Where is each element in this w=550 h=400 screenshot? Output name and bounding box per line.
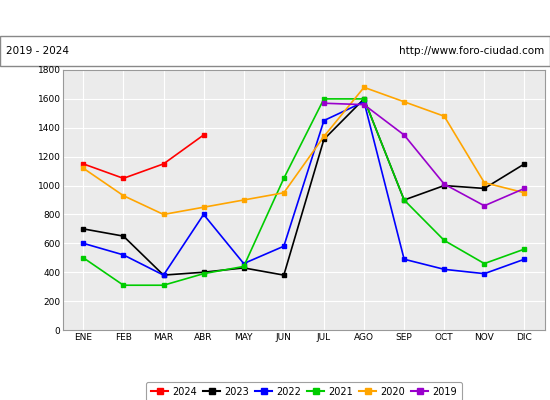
Text: http://www.foro-ciudad.com: http://www.foro-ciudad.com — [399, 46, 544, 56]
Text: Evolucion Nº Turistas Nacionales en el municipio de Pina de Montalgrao: Evolucion Nº Turistas Nacionales en el m… — [51, 12, 499, 24]
Text: 2019 - 2024: 2019 - 2024 — [6, 46, 69, 56]
Legend: 2024, 2023, 2022, 2021, 2020, 2019: 2024, 2023, 2022, 2021, 2020, 2019 — [146, 382, 462, 400]
